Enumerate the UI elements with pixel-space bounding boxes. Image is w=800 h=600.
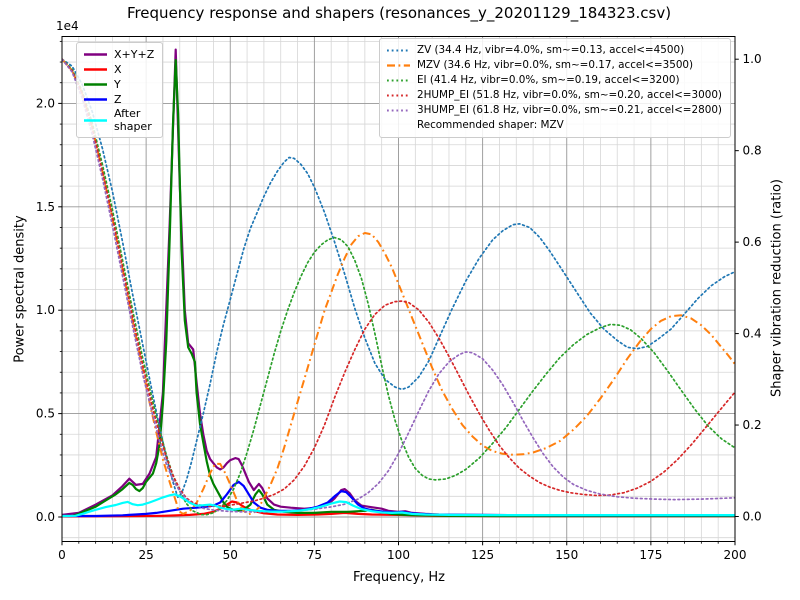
legend-item-label: 3HUMP_EI (61.8 Hz, vibr=0.0%, sm~=0.21, …: [416, 104, 722, 116]
y-axis-offset-label: 1e4: [56, 19, 79, 33]
y-left-tick-label: 0.0: [36, 510, 55, 524]
y-axis-label-left: Power spectral density: [12, 215, 28, 363]
legend-item-y: Y: [84, 77, 154, 92]
legend-item-label: 2HUMP_EI (51.8 Hz, vibr=0.0%, sm~=0.20, …: [416, 89, 722, 101]
x-tick-label: 175: [639, 548, 662, 562]
x-tick-label: 150: [555, 548, 578, 562]
legend-item-label: After shaper: [114, 107, 152, 133]
y-right-tick-label: 0.6: [743, 235, 762, 249]
legend-line-swatch: [386, 109, 410, 112]
curve-zv: [62, 58, 735, 499]
x-tick-label: 200: [724, 548, 747, 562]
legend-item-label: ZV (34.4 Hz, vibr=4.0%, sm~=0.13, accel<…: [416, 44, 685, 56]
y-right-tick-label: 0.4: [743, 327, 762, 341]
curve-3hump-ei: [62, 58, 735, 513]
legend-item-3hump-ei: 3HUMP_EI (61.8 Hz, vibr=0.0%, sm~=0.21, …: [386, 103, 722, 118]
y-right-tick-label: 0.0: [743, 510, 762, 524]
legend-line-swatch: [84, 118, 107, 122]
x-tick-label: 75: [307, 548, 322, 562]
chart-title: Frequency response and shapers (resonanc…: [126, 4, 672, 22]
legend-item-label: X+Y+Z: [114, 48, 155, 61]
legend-item-x-y-z: X+Y+Z: [84, 47, 154, 62]
recommended-shaper-note: Recommended shaper: MZV: [416, 119, 564, 131]
legend-item-2hump-ei: 2HUMP_EI (51.8 Hz, vibr=0.0%, sm~=0.20, …: [386, 88, 722, 103]
y-left-tick-label: 2.0: [36, 96, 55, 110]
legend-line-swatch: [84, 68, 107, 71]
legend-item-label: Z: [114, 93, 122, 106]
legend-line-swatch: [84, 98, 107, 101]
x-tick-label: 25: [138, 548, 153, 562]
shaper-legend: ZV (34.4 Hz, vibr=4.0%, sm~=0.13, accel<…: [378, 38, 731, 138]
y-right-tick-label: 1.0: [743, 52, 762, 66]
y-right-tick-label: 0.8: [743, 144, 762, 158]
y-left-tick-label: 0.5: [36, 407, 55, 421]
y-axis-label-right: Shaper vibration reduction (ratio): [769, 179, 785, 397]
x-tick-label: 125: [471, 548, 494, 562]
legend-item-label: MZV (34.6 Hz, vibr=0.0%, sm~=0.17, accel…: [416, 59, 694, 71]
legend-line-swatch: [84, 83, 107, 86]
curve-2hump-ei: [62, 58, 735, 508]
x-tick-label: 100: [387, 548, 410, 562]
legend-line-swatch: [84, 53, 107, 56]
y-left-tick-label: 1.0: [36, 303, 55, 317]
legend-item-ei: EI (41.4 Hz, vibr=0.0%, sm~=0.19, accel<…: [386, 73, 722, 88]
legend-line-swatch: [386, 49, 410, 52]
legend-item-mzv: MZV (34.6 Hz, vibr=0.0%, sm~=0.17, accel…: [386, 58, 722, 73]
legend-item-after-shaper: After shaper: [84, 107, 154, 133]
psd-series-legend: X+Y+Z X Y Z After shaper: [76, 42, 164, 138]
y-right-tick-label: 0.2: [743, 418, 762, 432]
legend-item-label: EI (41.4 Hz, vibr=0.0%, sm~=0.19, accel<…: [416, 74, 680, 86]
curve-after-shaper: [62, 493, 735, 518]
legend-item-zv: ZV (34.4 Hz, vibr=4.0%, sm~=0.13, accel<…: [386, 43, 722, 58]
legend-line-swatch: [386, 79, 410, 82]
y-left-tick-label: 1.5: [36, 200, 55, 214]
legend-line-swatch: [386, 94, 410, 97]
legend-item-z: Z: [84, 92, 154, 107]
legend-item-x: X: [84, 62, 154, 77]
x-tick-label: 50: [223, 548, 238, 562]
x-tick-label: 0: [58, 548, 66, 562]
x-axis-label: Frequency, Hz: [352, 570, 446, 585]
curve-y: [62, 58, 735, 518]
curve-mzv: [62, 58, 735, 516]
legend-item-label: X: [114, 63, 122, 76]
legend-item-label: Y: [114, 78, 121, 91]
legend-line-swatch: [386, 64, 410, 67]
